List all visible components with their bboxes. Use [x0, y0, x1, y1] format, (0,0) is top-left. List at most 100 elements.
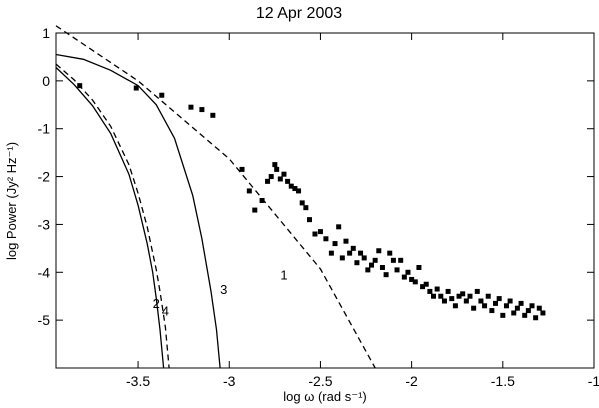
data-point: [427, 288, 433, 294]
data-point: [347, 250, 353, 256]
data-point: [306, 217, 312, 223]
data-point: [376, 248, 382, 254]
curve-label-4: 4: [162, 303, 169, 318]
curve-4: [55, 63, 170, 369]
data-point: [456, 293, 462, 299]
data-point: [365, 267, 371, 273]
x-axis-label: log ω (rad s⁻¹): [283, 389, 366, 404]
data-point: [514, 305, 520, 311]
data-point: [500, 312, 506, 318]
data-point: [438, 293, 444, 299]
data-point: [77, 83, 83, 89]
y-tick-label: -5: [38, 312, 51, 328]
data-point: [478, 298, 484, 304]
data-point: [274, 166, 280, 172]
data-point: [317, 229, 323, 235]
data-point: [369, 262, 375, 268]
x-tick-label: -1.5: [491, 373, 515, 389]
data-point: [467, 293, 473, 299]
data-point: [452, 303, 458, 309]
data-point: [471, 305, 477, 311]
data-point: [518, 300, 524, 306]
curve-label-2: 2: [153, 296, 160, 311]
data-point: [434, 286, 440, 292]
data-point: [387, 250, 393, 256]
x-tick-label: -3.5: [126, 373, 150, 389]
x-tick-label: -2: [405, 373, 418, 389]
data-point: [485, 293, 491, 299]
data-point: [525, 308, 531, 314]
data-point: [536, 305, 542, 311]
data-point: [296, 188, 302, 194]
data-point: [239, 166, 245, 172]
data-point: [522, 312, 528, 318]
data-point: [379, 265, 385, 270]
data-point: [343, 238, 349, 244]
y-axis-label: log Power (Jy² Hz⁻¹): [4, 142, 19, 260]
data-point: [431, 293, 437, 299]
data-point: [358, 250, 364, 256]
curve-1: [55, 25, 376, 369]
data-point: [394, 267, 400, 273]
data-point: [272, 162, 278, 168]
data-point: [265, 178, 271, 184]
data-point: [323, 236, 329, 242]
data-point: [303, 205, 309, 211]
data-point: [336, 224, 342, 230]
y-tick-label: -2: [38, 169, 51, 185]
data-point: [339, 255, 345, 261]
data-point: [285, 178, 291, 184]
data-point: [246, 188, 252, 194]
data-points: [77, 83, 546, 321]
data-point: [420, 284, 426, 290]
data-point: [299, 200, 305, 206]
data-point: [493, 300, 499, 306]
data-point: [482, 303, 488, 309]
data-point: [449, 296, 455, 302]
data-point: [507, 298, 513, 304]
curve-label-1: 1: [280, 267, 287, 282]
data-point: [133, 85, 139, 91]
data-point: [288, 183, 294, 189]
curve-3: [55, 53, 221, 369]
y-tick-label: -4: [38, 264, 51, 280]
data-point: [292, 186, 298, 192]
data-point: [328, 250, 334, 256]
data-point: [332, 241, 338, 247]
chart-title: 12 Apr 2003: [256, 5, 342, 22]
curves: [55, 25, 376, 369]
data-point: [252, 207, 258, 213]
data-point: [511, 310, 517, 316]
y-axis: 1 0 -1 -2 -3 -4 -5: [38, 25, 594, 328]
y-tick-label: -3: [38, 216, 51, 232]
data-point: [199, 107, 205, 113]
data-point: [281, 171, 287, 177]
plot-frame: [55, 32, 595, 369]
curve-labels: 1 2 4 3: [153, 267, 288, 318]
curve-label-3: 3: [220, 282, 227, 297]
data-point: [210, 112, 216, 118]
data-point: [441, 298, 447, 304]
data-point: [463, 298, 469, 304]
data-point: [188, 104, 194, 110]
data-point: [474, 288, 480, 294]
data-point: [540, 310, 546, 316]
data-point: [529, 303, 535, 309]
data-point: [489, 308, 495, 314]
data-point: [383, 272, 389, 278]
data-point: [412, 279, 418, 285]
data-point: [354, 260, 360, 266]
x-tick-label: -1: [588, 373, 599, 389]
data-point: [259, 198, 265, 203]
data-point: [159, 92, 165, 98]
data-point: [503, 303, 509, 309]
data-point: [460, 291, 466, 297]
data-point: [401, 274, 407, 280]
y-tick-label: 1: [42, 25, 50, 41]
data-point: [409, 276, 415, 282]
data-point: [268, 174, 274, 180]
y-tick-label: -1: [38, 121, 51, 137]
x-tick-label: -2.5: [308, 373, 332, 389]
y-tick-label: 0: [42, 73, 50, 89]
data-point: [312, 231, 318, 237]
